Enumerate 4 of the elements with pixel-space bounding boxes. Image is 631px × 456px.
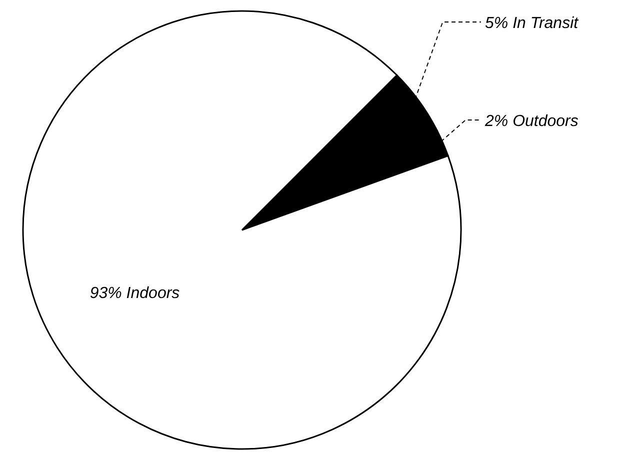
slice-label: 93% Indoors	[90, 285, 180, 302]
slice-label: 2% Outdoors	[484, 113, 578, 130]
slice-label: 5% In Transit	[485, 15, 579, 32]
pie-slice	[22, 10, 462, 450]
